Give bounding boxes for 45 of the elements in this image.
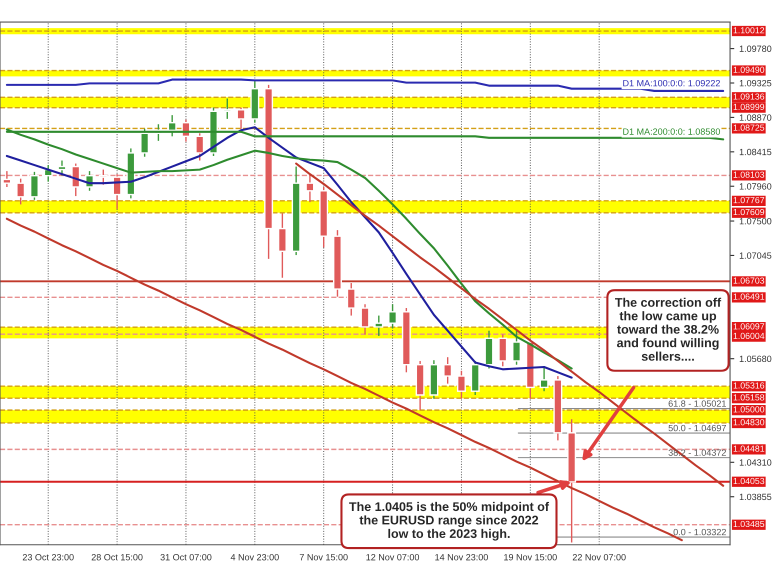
x-tick-label: 14 Nov 23:00 — [435, 554, 488, 560]
y-tick-label: 1.08870 — [740, 114, 772, 121]
ref-line-label: 1.10012 — [734, 27, 764, 34]
ref-line-label: 1.08103 — [734, 172, 764, 178]
y-tick-label: 1.07960 — [740, 183, 772, 190]
annotation: The correction off the low came up toward the 38.2% and found willing sellers.... — [615, 298, 722, 361]
ref-line-label: 1.06491 — [734, 294, 764, 300]
y-tick-label: 1.05680 — [740, 356, 772, 362]
y-tick-label: 1.03855 — [740, 494, 772, 500]
ref-line-label: 1.04053 — [734, 478, 764, 484]
x-tick-label: 12 Nov 07:00 — [366, 554, 420, 560]
x-tick-label: 7 Nov 15:00 — [300, 554, 348, 560]
x-tick-label: 31 Oct 07:00 — [160, 554, 212, 560]
x-tick-label: 19 Nov 15:00 — [504, 554, 557, 560]
ref-line-label: 1.09490 — [734, 66, 764, 73]
annotation: The 1.0405 is the 50% midpoint of the EURUSD range since 2022 low to the 2023 high. — [349, 502, 550, 541]
ref-line-label: 1.06004 — [734, 332, 764, 339]
ref-line-label: 1.05158 — [734, 394, 764, 401]
ref-line-label: 1.06703 — [734, 277, 764, 284]
y-tick-label: 1.09780 — [740, 46, 772, 52]
ref-line-label: 1.03485 — [734, 520, 764, 528]
y-tick-label: 1.08415 — [740, 148, 772, 156]
ref-line-label: 1.05316 — [734, 382, 764, 389]
ref-line-label: 1.08725 — [734, 124, 764, 131]
x-tick-label: 23 Oct 23:00 — [22, 554, 74, 560]
ref-line-label: 1.08999 — [734, 104, 764, 110]
annotation: 0.0 - 1.03322 — [674, 528, 726, 536]
ref-line-label: 1.07609 — [734, 208, 764, 216]
series-label: D1 MA:100:0:0: 1.09222 — [623, 80, 720, 86]
ref-line-label: 1.04830 — [734, 419, 764, 426]
ref-line-label: 1.05000 — [734, 406, 764, 412]
annotation: 61.8 - 1.05021 — [668, 400, 726, 407]
y-tick-label: 1.07500 — [740, 218, 772, 224]
y-tick-label: 1.09325 — [740, 80, 772, 86]
series-label: D1 MA:200:0:0: 1.08580 — [623, 128, 720, 135]
annotation: 50.0 - 1.04697 — [668, 424, 726, 432]
y-tick-label: 1.04310 — [740, 459, 772, 466]
y-tick-label: 1.07045 — [740, 252, 772, 259]
ref-line-label: 1.07767 — [734, 196, 764, 204]
ref-line-label: 1.09136 — [734, 93, 764, 100]
ref-line-label: 1.04481 — [734, 446, 764, 452]
x-tick-label: 22 Nov 07:00 — [572, 554, 626, 560]
x-tick-label: 4 Nov 23:00 — [230, 554, 279, 560]
ref-line-label: 1.06097 — [734, 323, 764, 330]
x-tick-label: 28 Oct 15:00 — [92, 554, 143, 560]
